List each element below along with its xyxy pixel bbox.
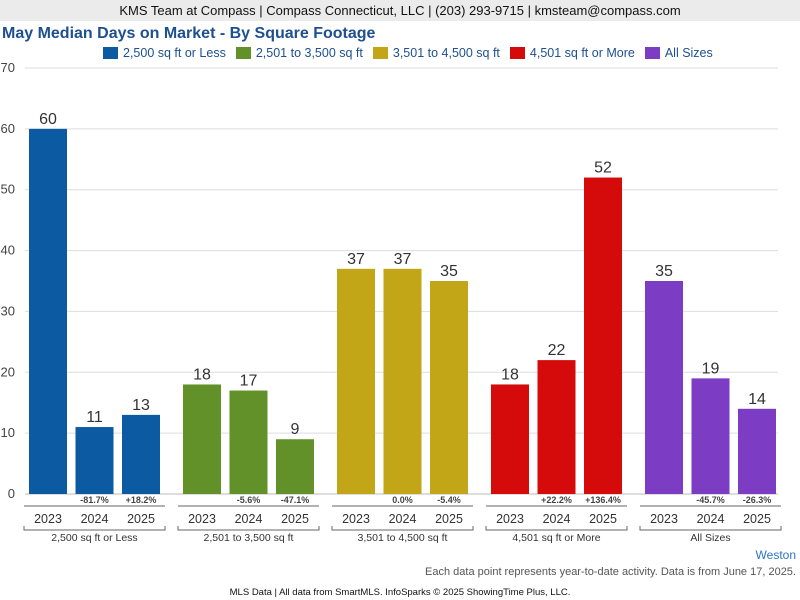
bar: [383, 268, 422, 494]
data-label: 17: [240, 373, 258, 390]
data-label: 35: [440, 263, 458, 280]
y-tick-label: 70: [1, 60, 15, 75]
change-label: -47.1%: [281, 495, 310, 505]
legend-swatch: [372, 47, 388, 59]
change-label: +18.2%: [126, 495, 157, 505]
source-text: MLS Data | All data from SmartMLS. InfoS…: [229, 587, 571, 598]
chart-legend: 2,500 sq ft or Less 2,501 to 3,500 sq ft…: [103, 46, 723, 60]
legend-item-2500-or-less[interactable]: 2,500 sq ft or Less: [103, 46, 226, 60]
bar: [491, 384, 529, 494]
data-label: 37: [394, 251, 412, 268]
x-tick-label: 2025: [589, 512, 617, 526]
x-tick-label: 2024: [697, 512, 725, 526]
group-bracket: [331, 526, 474, 531]
change-label: -81.7%: [80, 495, 109, 505]
bar: [183, 384, 221, 494]
data-label: 13: [132, 397, 150, 414]
change-label: +136.4%: [585, 495, 621, 505]
bar: [584, 177, 622, 495]
legend-item-3501-to-4500[interactable]: 3,501 to 4,500 sq ft: [372, 46, 500, 60]
x-tick-label: 2025: [435, 512, 463, 526]
bar-chart: 0 10 20 30 40 50 60 70 60 11 -81.7% 13 +18.2% 2023 202…: [1, 60, 782, 544]
x-tick-label: 2024: [81, 512, 109, 526]
bar: [122, 414, 160, 494]
bar: [29, 128, 67, 494]
data-label: 35: [655, 263, 673, 280]
bar: [75, 427, 114, 494]
bar: [229, 390, 268, 494]
group-bracket: [177, 526, 320, 531]
data-label: 11: [86, 409, 103, 426]
change-label: +22.2%: [541, 495, 572, 505]
y-tick-label: 30: [1, 303, 15, 318]
change-label: -26.3%: [743, 495, 772, 505]
data-label: 14: [748, 391, 766, 408]
group-bracket: [639, 526, 782, 531]
y-tick-label: 0: [8, 486, 15, 501]
source-footer: MLS Data | All data from SmartMLS. InfoS…: [0, 585, 800, 600]
x-tick-label: 2025: [127, 512, 155, 526]
group-bracket: [23, 526, 166, 531]
bar: [276, 439, 314, 494]
y-tick-label: 10: [1, 425, 15, 440]
bar: [430, 281, 468, 494]
legend-label: All Sizes: [664, 46, 713, 60]
x-tick-label: 2023: [188, 512, 216, 526]
y-tick-label: 60: [1, 121, 15, 136]
data-label: 19: [702, 360, 720, 377]
legend-label: 2,501 to 3,500 sq ft: [255, 46, 363, 60]
group-label: 4,501 sq ft or More: [512, 532, 600, 544]
legend-item-2501-to-3500[interactable]: 2,501 to 3,500 sq ft: [235, 46, 363, 60]
legend-item-all-sizes[interactable]: All Sizes: [644, 46, 713, 60]
bar: [537, 360, 576, 494]
group-label: 2,500 sq ft or Less: [51, 532, 137, 544]
x-tick-label: 2023: [496, 512, 524, 526]
data-label: 60: [39, 111, 57, 128]
bar: [691, 378, 730, 494]
location-link[interactable]: Weston: [755, 548, 796, 562]
data-label: 18: [501, 366, 519, 383]
group-label: All Sizes: [690, 532, 730, 544]
group-bracket: [485, 526, 628, 531]
legend-swatch: [235, 47, 251, 59]
legend-label: 3,501 to 4,500 sq ft: [392, 46, 500, 60]
data-label: 52: [594, 160, 612, 177]
y-tick-label: 50: [1, 182, 15, 197]
x-tick-label: 2023: [650, 512, 678, 526]
x-tick-label: 2024: [543, 512, 571, 526]
x-tick-label: 2024: [235, 512, 263, 526]
chart-title: May Median Days on Market - By Square Fo…: [2, 25, 376, 42]
legend-label: 4,501 sq ft or More: [529, 46, 635, 60]
change-label: -45.7%: [696, 495, 725, 505]
y-tick-label: 20: [1, 364, 15, 379]
data-label: 18: [193, 366, 211, 383]
x-tick-label: 2023: [342, 512, 370, 526]
x-tick-label: 2024: [389, 512, 417, 526]
x-tick-label: 2023: [34, 512, 62, 526]
x-tick-label: 2025: [743, 512, 771, 526]
group-label: 2,501 to 3,500 sq ft: [204, 532, 294, 544]
data-label: 37: [347, 251, 365, 268]
change-label: -5.4%: [437, 495, 461, 505]
bar: [337, 268, 375, 494]
bar: [645, 281, 683, 494]
data-note: Each data point represents year-to-date …: [425, 566, 796, 578]
change-label: 0.0%: [392, 495, 413, 505]
change-label: -5.6%: [237, 495, 261, 505]
y-tick-label: 40: [1, 243, 15, 258]
data-label: 22: [548, 342, 566, 359]
legend-swatch: [509, 47, 525, 59]
data-label: 9: [291, 421, 300, 438]
x-tick-label: 2025: [281, 512, 309, 526]
bar: [738, 408, 776, 494]
legend-label: 2,500 sq ft or Less: [123, 46, 226, 60]
legend-swatch: [103, 47, 118, 59]
header-contact-text: KMS Team at Compass | Compass Connecticu…: [119, 3, 681, 18]
header-contact-bar: KMS Team at Compass | Compass Connecticu…: [0, 0, 800, 21]
group-label: 3,501 to 4,500 sq ft: [358, 532, 448, 544]
legend-swatch: [644, 47, 660, 59]
legend-item-4501-or-more[interactable]: 4,501 sq ft or More: [509, 46, 635, 60]
